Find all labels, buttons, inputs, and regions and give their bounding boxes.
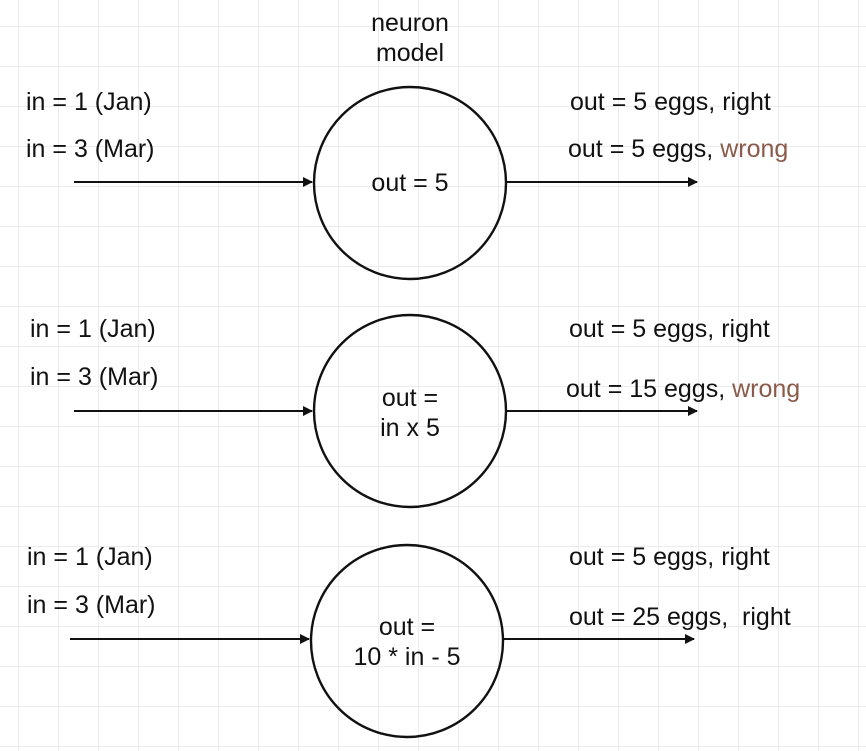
- title-line2: model: [375, 39, 445, 67]
- output-label-2-row3: out = 25 eggs, right: [569, 602, 791, 632]
- verdict-right: right: [721, 543, 770, 571]
- neuron-formula-line2: 10 * in - 5: [353, 643, 461, 671]
- output-text: out = 5 eggs,: [568, 135, 721, 163]
- title-line1: neuron: [371, 9, 449, 37]
- neuron-formula-row2: out = in x 5: [330, 383, 490, 443]
- output-label-2-row1: out = 5 eggs, wrong: [568, 134, 788, 164]
- output-label-1-row3: out = 5 eggs, right: [569, 542, 770, 572]
- neuron-formula-line1: out = 5: [371, 169, 449, 197]
- output-label-1-row2: out = 5 eggs, right: [569, 314, 770, 344]
- neuron-circle-row1: [312, 85, 508, 281]
- output-label-1-row1: out = 5 eggs, right: [570, 87, 771, 117]
- input-label-mar-row3: in = 3 (Mar): [27, 591, 156, 619]
- neuron-formula-line1: out =: [378, 613, 436, 641]
- neuron-formula-line2: in x 5: [380, 414, 440, 442]
- output-text: out = 15 eggs,: [566, 375, 733, 403]
- input-label-jan-row3: in = 1 (Jan): [27, 543, 153, 571]
- verdict-wrong: wrong: [732, 375, 801, 403]
- input-label-jan-row2: in = 1 (Jan): [30, 315, 156, 343]
- diagram-title: neuron model: [350, 8, 470, 68]
- output-text: out = 5 eggs,: [569, 543, 722, 571]
- input-label-jan-row1: in = 1 (Jan): [26, 88, 152, 116]
- neuron-circle-row2: [312, 313, 508, 509]
- input-label-mar-row1: in = 3 (Mar): [26, 135, 155, 163]
- neuron-formula-row1: out = 5: [330, 168, 490, 198]
- verdict-wrong: wrong: [720, 135, 789, 163]
- input-label-mar-row2: in = 3 (Mar): [30, 363, 159, 391]
- verdict-right: right: [722, 88, 771, 116]
- neuron-circle-row3: [309, 543, 505, 739]
- output-text: out = 5 eggs,: [570, 88, 723, 116]
- verdict-right: right: [742, 603, 791, 631]
- output-label-2-row2: out = 15 eggs, wrong: [566, 374, 800, 404]
- verdict-right: right: [721, 315, 770, 343]
- neuron-formula-row3: out = 10 * in - 5: [322, 612, 492, 672]
- output-text: out = 25 eggs,: [569, 603, 743, 631]
- neuron-formula-line1: out =: [381, 384, 439, 412]
- output-text: out = 5 eggs,: [569, 315, 722, 343]
